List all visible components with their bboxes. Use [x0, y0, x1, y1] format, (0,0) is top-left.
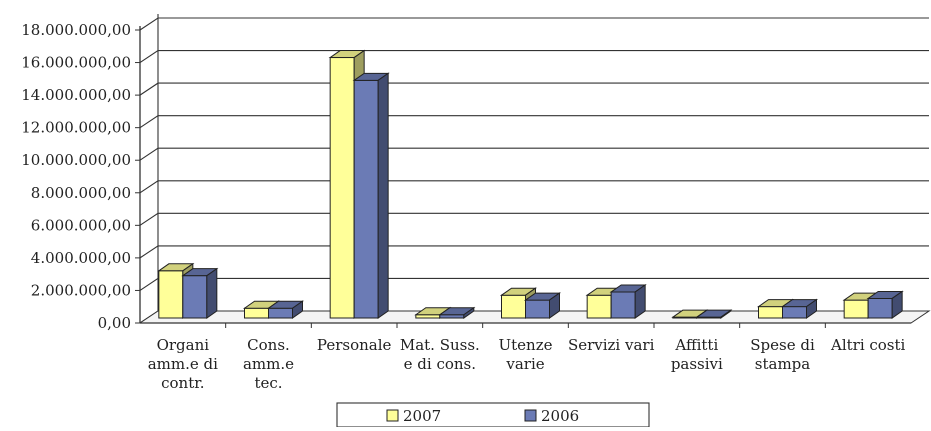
legend-label: 2007 — [403, 407, 441, 425]
bar-front — [268, 307, 293, 319]
legend-label: 2006 — [541, 407, 579, 425]
bar-2006 — [609, 283, 647, 319]
bar-front — [244, 307, 269, 319]
gridlines — [139, 17, 929, 324]
bar-side — [206, 267, 218, 319]
gridline — [139, 180, 929, 194]
y-tick-label: 4.000.000,00 — [31, 249, 131, 267]
x-tick-label: Organi amm.e di contr. — [148, 336, 218, 392]
x-tick-label: Cons. amm.e tec. — [243, 336, 294, 392]
bar-side — [292, 300, 303, 319]
y-tick-label: 12.000.000,00 — [21, 119, 131, 137]
bar-side — [634, 283, 646, 319]
legend: 2007 2006 — [336, 402, 650, 428]
bars — [157, 49, 904, 319]
bar-front — [610, 291, 636, 319]
y-tick-label: 8.000.000,00 — [31, 184, 131, 202]
bar-side — [806, 298, 817, 319]
x-tick-label: Spese di stampa — [750, 336, 815, 373]
bar-2006 — [266, 300, 305, 319]
y-tick-label: 6.000.000,00 — [31, 216, 131, 234]
bar-side — [377, 72, 389, 319]
legend-box — [336, 402, 650, 428]
x-tick-label: Mat. Suss. e di cons. — [400, 336, 480, 373]
gridline — [139, 115, 929, 129]
y-tick-labels: 0,00 2.000.000,00 4.000.000,00 6.000.000,00… — [21, 21, 131, 332]
bar-2006 — [352, 72, 390, 319]
x-tick-labels: Organi amm.e di contr. Cons. amm.e tec. Person… — [148, 336, 906, 392]
bar-front — [758, 306, 783, 319]
x-tick-label: Personale — [317, 336, 392, 354]
bar-2006 — [866, 290, 904, 319]
gridline — [139, 17, 929, 31]
bar-front — [353, 79, 379, 319]
y-tick-label: 18.000.000,00 — [21, 21, 131, 39]
gridline — [139, 50, 929, 64]
bar-front — [867, 297, 893, 319]
legend-swatch — [524, 409, 537, 422]
legend-item: 2006 — [524, 407, 579, 425]
bar-front — [843, 299, 869, 319]
bar-front — [182, 275, 208, 319]
bar-2006 — [438, 306, 476, 319]
x-tick-label: Utenze varie — [499, 336, 553, 373]
gridline — [139, 245, 929, 259]
legend-item: 2007 — [386, 407, 441, 425]
y-tick-label: 2.000.000,00 — [31, 281, 131, 299]
bar-side — [463, 306, 475, 319]
y-tick-label: 10.000.000,00 — [21, 151, 131, 169]
bar-front — [782, 306, 807, 319]
bar-front — [501, 294, 526, 319]
bar-front — [525, 299, 550, 319]
bar-front — [329, 57, 355, 319]
y-tick-label: 16.000.000,00 — [21, 54, 131, 72]
gridline — [139, 212, 929, 226]
x-tick-label: Servizi vari — [568, 336, 655, 354]
gridline — [139, 82, 929, 96]
y-tick-label: 14.000.000,00 — [21, 86, 131, 104]
bar-front — [586, 294, 612, 319]
y-tick-label: 0,00 — [98, 314, 131, 332]
legend-swatch — [386, 409, 399, 422]
bar-2006 — [695, 309, 733, 319]
x-tick-label: Affitti passivi — [671, 336, 723, 373]
x-tick-label: Altri costi — [830, 336, 906, 354]
bar-side — [891, 290, 903, 319]
bar-2006 — [181, 267, 219, 319]
bar-front — [158, 270, 184, 319]
bar-2006 — [780, 298, 819, 319]
bar-side — [720, 309, 732, 319]
axes — [135, 14, 931, 328]
bar-2006 — [523, 292, 562, 319]
gridline — [139, 147, 929, 161]
bar-side — [549, 292, 560, 319]
